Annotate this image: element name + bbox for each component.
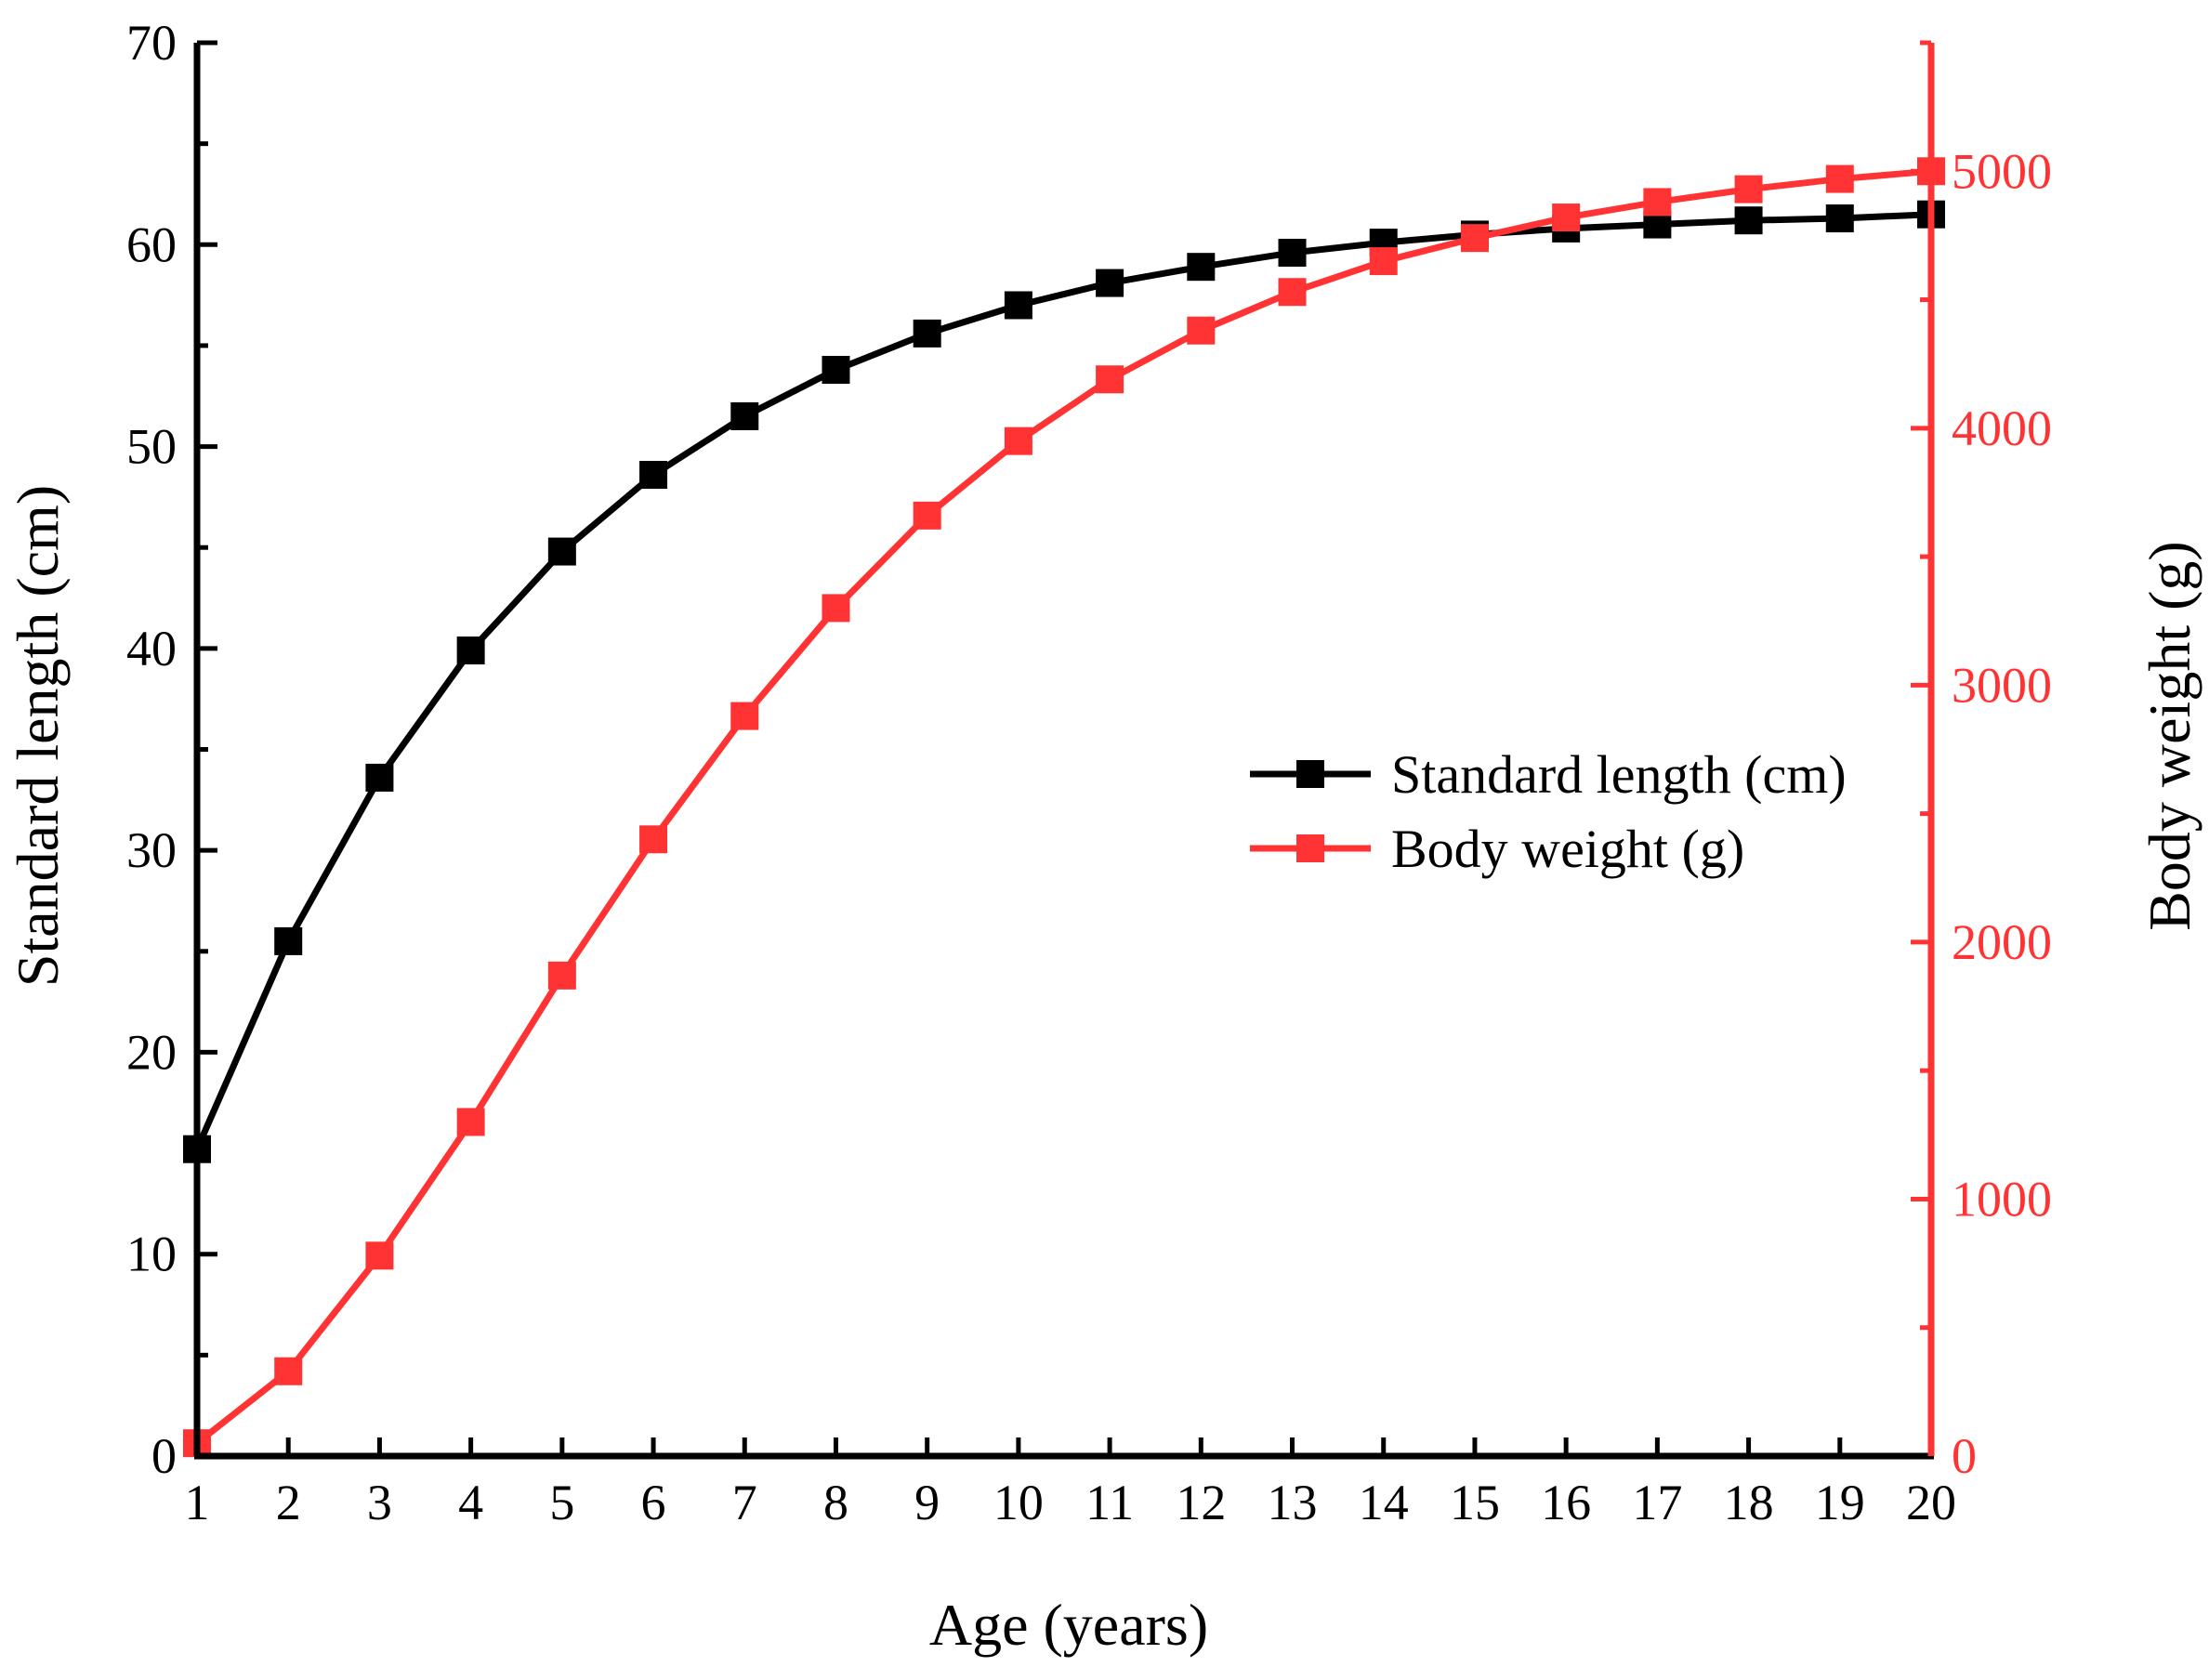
data-point <box>1825 204 1854 233</box>
data-point <box>1278 238 1307 267</box>
x-tick-label: 11 <box>1085 1475 1134 1530</box>
data-point <box>639 460 668 489</box>
data-point <box>913 501 941 530</box>
data-point <box>1643 188 1672 217</box>
axes <box>193 43 1935 1460</box>
data-point <box>365 1241 394 1270</box>
data-point <box>1825 164 1854 193</box>
x-tick-label: 8 <box>823 1475 848 1530</box>
data-point <box>274 926 303 955</box>
data-point <box>1187 253 1216 282</box>
data-point <box>456 637 485 665</box>
data-point <box>1004 291 1032 320</box>
data-point <box>639 825 668 854</box>
y-left-tick-label: 30 <box>126 822 177 878</box>
x-tick-label: 2 <box>276 1475 301 1530</box>
data-point <box>913 319 941 348</box>
y-left-tick-label: 0 <box>151 1428 177 1484</box>
x-tick-label: 13 <box>1268 1475 1318 1530</box>
y-right-tick-label: 2000 <box>1952 914 2052 970</box>
data-point <box>1004 427 1032 455</box>
legend-label-weight: Body weight (g) <box>1391 819 1744 879</box>
legend: Standard length (cm) Body weight (g) <box>1250 744 1847 879</box>
y-left-tick-label: 70 <box>126 15 177 71</box>
x-tick-label: 17 <box>1632 1475 1682 1530</box>
y-right-tick-label: 5000 <box>1952 143 2052 199</box>
x-tick-label: 1 <box>185 1475 210 1530</box>
data-point <box>1187 316 1216 345</box>
data-point <box>274 1357 303 1385</box>
series-body-weight <box>183 157 1945 1458</box>
x-tick-label: 4 <box>458 1475 483 1530</box>
data-point <box>547 537 576 566</box>
y-right-tick-label: 3000 <box>1952 657 2052 713</box>
data-point <box>1552 203 1581 232</box>
series-standard-length <box>183 200 1945 1163</box>
y-left-tick-label: 10 <box>126 1227 177 1282</box>
tick-labels: 1 2 3 4 5 6 7 8 9 10 11 12 13 14 15 16 17 18 19 20010203040… <box>126 15 2052 1530</box>
x-tick-label: 14 <box>1359 1475 1409 1530</box>
data-point <box>547 961 576 990</box>
legend-marker-weight <box>1296 834 1324 862</box>
x-tick-label: 15 <box>1450 1475 1500 1530</box>
y-right-tick-label: 1000 <box>1952 1171 2052 1227</box>
data-point <box>822 594 850 623</box>
data-point <box>1734 206 1763 235</box>
x-axis-title: Age (years) <box>929 1592 1208 1658</box>
data-point <box>1369 247 1398 276</box>
x-tick-label: 18 <box>1724 1475 1774 1530</box>
legend-marker-length <box>1296 760 1324 788</box>
series-line <box>193 211 1932 1151</box>
x-tick-label: 12 <box>1176 1475 1226 1530</box>
y-left-tick-label: 20 <box>126 1024 177 1080</box>
x-tick-label: 9 <box>914 1475 940 1530</box>
y-right-tick-label: 0 <box>1952 1428 1977 1484</box>
x-tick-label: 3 <box>367 1475 392 1530</box>
y-right-axis-title: Body weight (g) <box>2137 541 2202 931</box>
y-left-tick-label: 50 <box>126 419 177 475</box>
data-point <box>1734 175 1763 203</box>
y-left-tick-label: 40 <box>126 621 177 676</box>
data-point <box>822 356 850 385</box>
y-right-tick-label: 4000 <box>1952 400 2052 456</box>
x-tick-label: 7 <box>732 1475 757 1530</box>
x-tick-label: 6 <box>641 1475 666 1530</box>
data-point <box>1460 224 1489 253</box>
x-tick-label: 10 <box>993 1475 1044 1530</box>
data-point <box>456 1108 485 1136</box>
legend-label-length: Standard length (cm) <box>1391 744 1847 805</box>
y-left-axis-title: Standard length (cm) <box>5 485 71 987</box>
data-point <box>730 702 759 730</box>
series-line <box>194 167 1932 1446</box>
y-left-tick-label: 60 <box>126 217 177 272</box>
x-tick-label: 20 <box>1906 1475 1956 1530</box>
data-point <box>730 401 759 430</box>
data-point <box>1096 269 1124 297</box>
series-layer <box>183 157 1945 1458</box>
x-tick-label: 19 <box>1815 1475 1865 1530</box>
x-tick-label: 5 <box>549 1475 574 1530</box>
data-point <box>1278 278 1307 307</box>
data-point <box>365 763 394 792</box>
data-point <box>1096 365 1124 394</box>
x-tick-label: 16 <box>1541 1475 1591 1530</box>
